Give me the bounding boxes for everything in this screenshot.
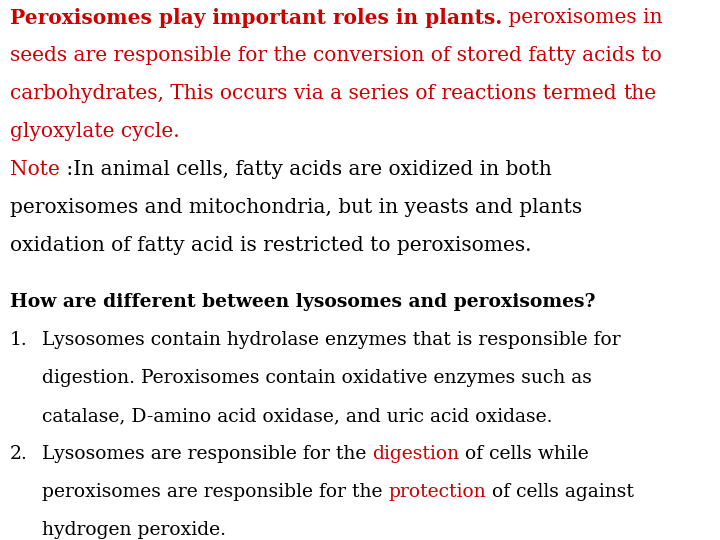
Text: How are different between lysosomes and peroxisomes?: How are different between lysosomes and …: [10, 293, 595, 311]
Text: protection: protection: [389, 483, 486, 501]
Text: peroxisomes are responsible for the: peroxisomes are responsible for the: [42, 483, 389, 501]
Text: peroxisomes and mitochondria, but in yeasts and plants: peroxisomes and mitochondria, but in yea…: [10, 198, 582, 217]
Text: digestion. Peroxisomes contain oxidative enzymes such as: digestion. Peroxisomes contain oxidative…: [42, 369, 592, 387]
Text: peroxisomes in: peroxisomes in: [503, 8, 662, 27]
Text: carbohydrates, This occurs via a series of reactions termed: carbohydrates, This occurs via a series …: [10, 84, 623, 103]
Text: 1.: 1.: [10, 331, 28, 349]
Text: oxidation of fatty acid is restricted to peroxisomes.: oxidation of fatty acid is restricted to…: [10, 236, 531, 255]
Text: glyoxylate cycle.: glyoxylate cycle.: [10, 122, 179, 141]
Text: catalase, D-amino acid oxidase, and uric acid oxidase.: catalase, D-amino acid oxidase, and uric…: [42, 407, 552, 425]
Text: Note: Note: [10, 160, 60, 179]
Text: of cells against: of cells against: [486, 483, 634, 501]
Text: hydrogen peroxide.: hydrogen peroxide.: [42, 521, 226, 539]
Text: 2.: 2.: [10, 445, 28, 463]
Text: the: the: [623, 84, 656, 103]
Text: :In animal cells, fatty acids are oxidized in both: :In animal cells, fatty acids are oxidiz…: [60, 160, 552, 179]
Text: Lysosomes are responsible for the: Lysosomes are responsible for the: [42, 445, 372, 463]
Text: Peroxisomes play important roles in plants.: Peroxisomes play important roles in plan…: [10, 8, 503, 28]
Text: of cells while: of cells while: [459, 445, 589, 463]
Text: seeds are responsible for the conversion of stored fatty acids to: seeds are responsible for the conversion…: [10, 46, 662, 65]
Text: Lysosomes contain hydrolase enzymes that is responsible for: Lysosomes contain hydrolase enzymes that…: [42, 331, 621, 349]
Text: digestion: digestion: [372, 445, 459, 463]
